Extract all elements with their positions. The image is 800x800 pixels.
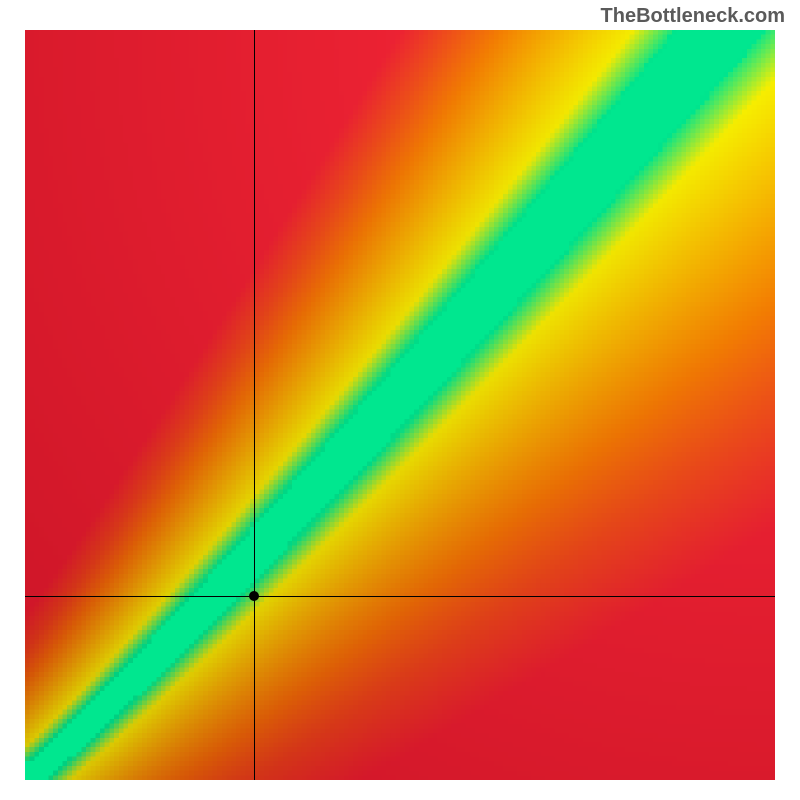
crosshair-marker [249,591,259,601]
crosshair-horizontal [25,596,775,597]
watermark-text: TheBottleneck.com [601,5,785,28]
heatmap-plot [25,30,775,780]
crosshair-vertical [254,30,255,780]
heatmap-canvas [25,30,775,780]
